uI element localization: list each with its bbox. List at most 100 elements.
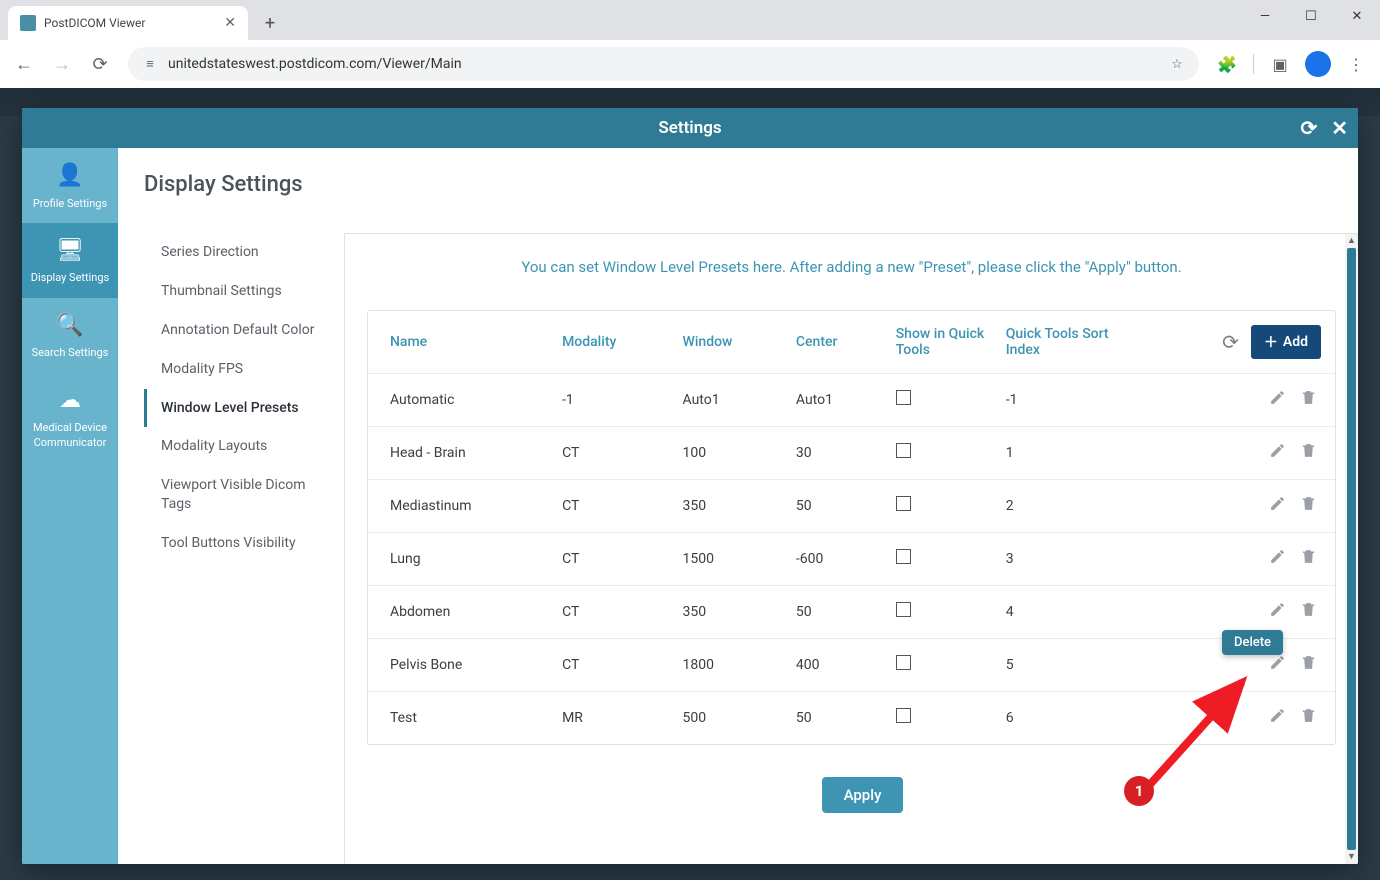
delete-icon[interactable] (1300, 601, 1317, 623)
table-row: Test MR 500 50 6 (368, 691, 1335, 744)
side-panel-icon[interactable]: ▣ (1264, 48, 1296, 80)
cell-sort: 6 (996, 691, 1136, 744)
browser-menu-button[interactable]: ⋮ (1340, 48, 1372, 80)
checkbox[interactable] (896, 496, 911, 511)
subnav-modality-layouts[interactable]: Modality Layouts (144, 427, 344, 466)
delete-icon[interactable] (1300, 654, 1317, 676)
edit-icon[interactable] (1269, 601, 1286, 623)
cell-sort: -1 (996, 373, 1136, 426)
cell-actions (1136, 426, 1335, 479)
minimize-button[interactable]: — (1242, 0, 1288, 32)
window-controls: — ☐ ✕ (1242, 0, 1380, 32)
settings-sub-nav: Series DirectionThumbnail SettingsAnnota… (144, 233, 344, 864)
tab-title: PostDICOM Viewer (44, 16, 145, 30)
edit-icon[interactable] (1269, 707, 1286, 729)
subnav-window-level-presets[interactable]: Window Level Presets (144, 389, 344, 428)
col-sort[interactable]: Quick Tools Sort Index (996, 311, 1136, 373)
sidebar-item-search-settings[interactable]: 🔍Search Settings (22, 298, 118, 373)
edit-icon[interactable] (1269, 442, 1286, 464)
tab-favicon (20, 15, 36, 31)
delete-icon[interactable] (1300, 495, 1317, 517)
col-center[interactable]: Center (786, 311, 886, 373)
edit-icon[interactable] (1269, 548, 1286, 570)
subnav-modality-fps[interactable]: Modality FPS (144, 350, 344, 389)
subnav-tool-buttons-visibility[interactable]: Tool Buttons Visibility (144, 524, 344, 563)
cell-sort: 3 (996, 532, 1136, 585)
presets-table: Name Modality Window Center Show in Quic… (368, 311, 1335, 744)
sidebar-item-display-settings[interactable]: 🖥Display Settings (22, 223, 118, 298)
tab-close-icon[interactable]: ✕ (224, 15, 236, 31)
cell-name: Lung (368, 532, 552, 585)
cell-center: 50 (786, 585, 886, 638)
delete-icon[interactable] (1300, 707, 1317, 729)
cell-actions (1136, 479, 1335, 532)
cell-modality: CT (552, 426, 672, 479)
cell-modality: -1 (552, 373, 672, 426)
edit-icon[interactable] (1269, 654, 1286, 676)
modal-reload-icon[interactable]: ⟳ (1300, 116, 1317, 140)
checkbox[interactable] (896, 549, 911, 564)
cell-show (886, 638, 996, 691)
cell-window: 100 (673, 426, 786, 479)
edit-icon[interactable] (1269, 495, 1286, 517)
col-window[interactable]: Window (673, 311, 786, 373)
presets-table-wrap: Name Modality Window Center Show in Quic… (367, 310, 1336, 745)
scroll-up-icon[interactable]: ▲ (1345, 234, 1358, 248)
extensions-icon[interactable]: 🧩 (1211, 48, 1243, 80)
window-close-button[interactable]: ✕ (1334, 0, 1380, 32)
settings-content: Display Settings Series DirectionThumbna… (118, 148, 1358, 864)
checkbox[interactable] (896, 708, 911, 723)
scroll-down-icon[interactable]: ▼ (1345, 850, 1358, 864)
new-tab-button[interactable]: + (256, 9, 284, 37)
url-text: unitedstateswest.postdicom.com/Viewer/Ma… (168, 56, 1159, 72)
cell-window: 1800 (673, 638, 786, 691)
cell-modality: MR (552, 691, 672, 744)
scroll-thumb[interactable] (1347, 248, 1356, 850)
apply-button[interactable]: Apply (822, 777, 904, 813)
reload-button[interactable]: ⟳ (84, 48, 116, 80)
table-row: Head - Brain CT 100 30 1 (368, 426, 1335, 479)
table-refresh-icon[interactable]: ⟳ (1222, 330, 1239, 354)
delete-icon[interactable] (1300, 389, 1317, 411)
modal-close-icon[interactable]: ✕ (1331, 116, 1348, 140)
forward-button[interactable]: → (46, 48, 78, 80)
url-bar[interactable]: ≡ unitedstateswest.postdicom.com/Viewer/… (128, 47, 1199, 81)
bookmark-star-icon[interactable]: ☆ (1169, 56, 1185, 72)
profile-avatar-icon (1305, 51, 1331, 77)
subnav-series-direction[interactable]: Series Direction (144, 233, 344, 272)
sidebar-label: Display Settings (26, 271, 114, 285)
col-modality[interactable]: Modality (552, 311, 672, 373)
tab-bar: PostDICOM Viewer ✕ + (0, 0, 1380, 40)
col-name[interactable]: Name (368, 311, 552, 373)
settings-modal: Settings ⟳ ✕ 👤Profile Settings🖥Display S… (22, 108, 1358, 864)
back-button[interactable]: ← (8, 48, 40, 80)
sidebar-item-medical-device-communicator[interactable]: ☁Medical Device Communicator (22, 373, 118, 462)
browser-tab[interactable]: PostDICOM Viewer ✕ (8, 6, 248, 40)
profile-button[interactable] (1302, 48, 1334, 80)
subnav-annotation-default-color[interactable]: Annotation Default Color (144, 311, 344, 350)
edit-icon[interactable] (1269, 389, 1286, 411)
delete-icon[interactable] (1300, 442, 1317, 464)
site-info-icon[interactable]: ≡ (142, 56, 158, 72)
subnav-viewport-visible-dicom-tags[interactable]: Viewport Visible Dicom Tags (144, 466, 344, 524)
checkbox[interactable] (896, 390, 911, 405)
checkbox[interactable] (896, 602, 911, 617)
table-row: Automatic -1 Auto1 Auto1 -1 (368, 373, 1335, 426)
col-show[interactable]: Show in Quick Tools (886, 311, 996, 373)
checkbox[interactable] (896, 443, 911, 458)
checkbox[interactable] (896, 655, 911, 670)
add-button[interactable]: ＋ Add (1251, 325, 1321, 359)
toolbar-divider (1253, 54, 1254, 74)
cell-center: Auto1 (786, 373, 886, 426)
page-title: Display Settings (144, 172, 1358, 197)
cell-name: Automatic (368, 373, 552, 426)
cell-sort: 2 (996, 479, 1136, 532)
cell-show (886, 479, 996, 532)
subnav-thumbnail-settings[interactable]: Thumbnail Settings (144, 272, 344, 311)
sidebar-item-profile-settings[interactable]: 👤Profile Settings (22, 148, 118, 223)
panel-scrollbar[interactable]: ▲ ▼ (1345, 234, 1358, 864)
delete-icon[interactable] (1300, 548, 1317, 570)
maximize-button[interactable]: ☐ (1288, 0, 1334, 32)
cell-sort: 4 (996, 585, 1136, 638)
cell-show (886, 585, 996, 638)
